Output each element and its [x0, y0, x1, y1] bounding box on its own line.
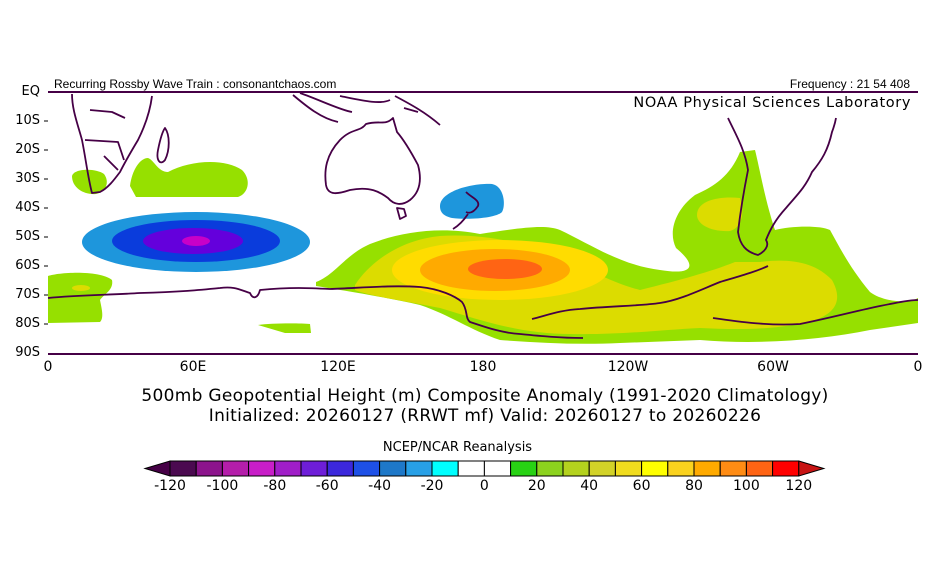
colorbar-swatch — [352, 460, 381, 477]
colorbar-swatch — [195, 460, 223, 477]
colorbar-label: -120 — [154, 478, 186, 494]
colorbar-swatch — [745, 460, 774, 477]
title-line-2: Initialized: 20260127 (RRWT mf) Valid: 2… — [208, 406, 762, 426]
antarctica-coastline — [47, 265, 919, 339]
colorbar-title: NCEP/NCAR Reanalysis — [382, 440, 533, 455]
colorbar-label: -80 — [263, 478, 287, 494]
y-axis-label: 70S — [15, 287, 40, 302]
australia-coastline — [324, 117, 421, 205]
colorbar-swatch — [510, 460, 538, 477]
x-axis-label: 0 — [43, 359, 53, 375]
colorbar-swatch — [772, 460, 800, 477]
colorbar-swatch — [379, 460, 407, 477]
anomaly-contours — [48, 150, 918, 344]
colorbar-label: 40 — [580, 478, 599, 494]
colorbar — [143, 460, 826, 477]
colorbar-label: 20 — [527, 478, 546, 494]
colorbar-label: -20 — [420, 478, 444, 494]
coastlines — [47, 92, 919, 339]
colorbar-left-arrow — [143, 460, 171, 477]
colorbar-swatch — [457, 460, 485, 477]
colorbar-label: -100 — [206, 478, 239, 494]
colorbar-label: -40 — [368, 478, 392, 494]
colorbar-swatch — [693, 460, 721, 477]
x-axis-label: 180 — [469, 359, 497, 375]
y-axis-label: EQ — [21, 84, 40, 99]
x-axis-label: 60E — [179, 359, 207, 375]
colorbar-swatch — [614, 460, 643, 477]
y-axis-label: 60S — [15, 258, 40, 273]
colorbar-label: 120 — [785, 478, 813, 494]
y-axis-label: 30S — [15, 171, 40, 186]
map-frame — [48, 91, 918, 355]
anomaly-pos-10-indian — [130, 158, 248, 197]
axis-ticks — [44, 120, 48, 325]
new-zealand-coastline — [452, 191, 480, 230]
x-axis-label: 120E — [320, 359, 356, 375]
colorbar-right-arrow — [798, 460, 826, 477]
anomaly-neg-30-nz — [440, 183, 504, 219]
y-axis-label: 80S — [15, 316, 40, 331]
colorbar-swatch — [641, 460, 669, 477]
colorbar-swatch — [274, 460, 302, 477]
tasmania-coastline — [396, 207, 407, 220]
colorbar-swatch — [169, 460, 197, 477]
colorbar-label: 100 — [733, 478, 760, 494]
colorbar-swatch — [562, 460, 590, 477]
colorbar-swatch — [326, 460, 354, 477]
colorbar-swatch — [300, 460, 328, 477]
y-axis-label: 20S — [15, 142, 40, 157]
colorbar-swatch — [667, 460, 695, 477]
colorbar-swatch — [248, 460, 276, 477]
anomaly-pos-90-main — [468, 259, 542, 279]
title-line-1: 500mb Geopotential Height (m) Composite … — [141, 386, 829, 406]
header-frequency-text: Frequency : 21 54 408 — [789, 77, 910, 91]
anomaly-pos-10-sw — [48, 272, 113, 323]
lab-label: NOAA Physical Sciences Laboratory — [631, 95, 913, 111]
indonesia-coastline — [292, 92, 441, 126]
colorbar-label: 80 — [685, 478, 703, 494]
y-axis-label: 90S — [15, 345, 40, 360]
colorbar-swatch — [221, 460, 250, 477]
africa-coastline — [71, 93, 153, 194]
y-axis-label: 10S — [15, 113, 40, 128]
colorbar-swatch — [588, 460, 616, 477]
colorbar-label: 0 — [479, 478, 489, 494]
colorbar-swatch — [719, 460, 747, 477]
colorbar-swatch — [483, 460, 512, 477]
x-axis-label: 120W — [607, 359, 649, 375]
y-axis-label: 40S — [15, 200, 40, 215]
colorbar-swatch — [405, 460, 433, 477]
colorbar-label: -60 — [315, 478, 339, 494]
colorbar-label: 60 — [632, 478, 651, 494]
anomaly-pos-10-small — [258, 323, 311, 333]
header-source-text: Recurring Rossby Wave Train : consonantc… — [54, 77, 337, 91]
x-axis-label: 60W — [757, 359, 789, 375]
colorbar-swatch — [431, 460, 459, 477]
x-axis-label: 0 — [913, 359, 923, 375]
y-axis-label: 50S — [15, 229, 40, 244]
colorbar-swatch — [536, 460, 564, 477]
anomaly-neg-90 — [182, 236, 210, 246]
anomaly-pos-30-sa — [697, 197, 743, 232]
madagascar-coastline — [156, 127, 170, 164]
anomaly-pos-30-sw — [72, 285, 90, 291]
south-america-coastline — [727, 117, 837, 256]
